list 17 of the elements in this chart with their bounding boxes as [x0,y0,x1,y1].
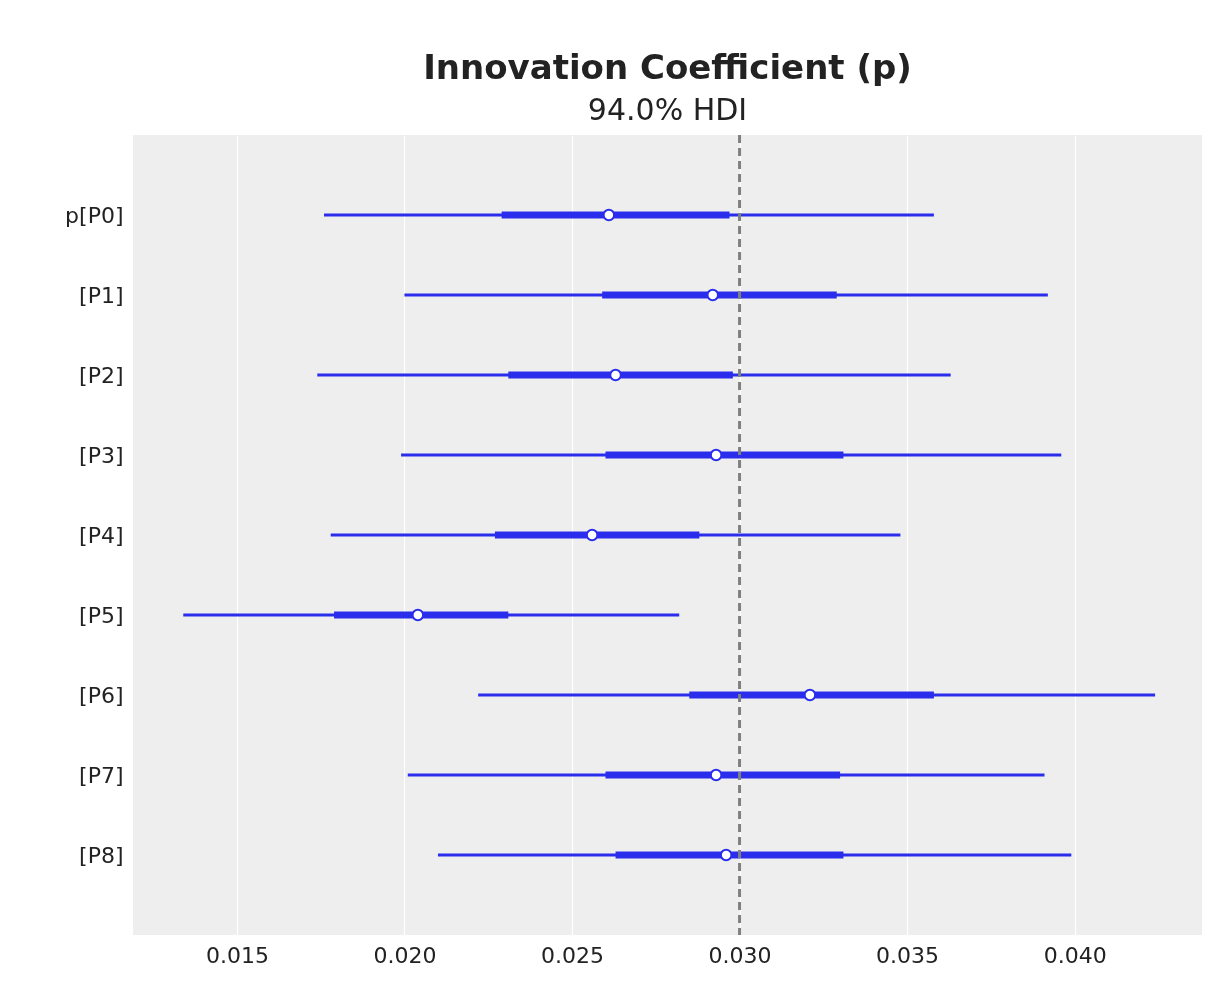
y-tick-label: [P4] [79,522,124,548]
y-tick-label: [P2] [79,362,124,388]
y-tick-label: [P1] [79,282,124,308]
chart-subtitle: 94.0% HDI [587,91,748,127]
x-tick-label: 0.020 [373,942,437,968]
y-tick-label: [P3] [79,442,124,468]
chart-title: Innovation Coefficient (p) [423,46,912,87]
x-tick-label: 0.015 [205,942,269,968]
y-tick-label: p[P0] [65,202,124,228]
y-tick-label: [P6] [79,682,124,708]
y-tick-label: [P5] [79,602,124,628]
x-tick-label: 0.025 [541,942,604,968]
x-tick-label: 0.040 [1043,942,1107,968]
x-tick-label: 0.030 [708,942,772,968]
y-tick-label: [P8] [79,842,124,868]
y-tick-label: [P7] [79,762,124,788]
x-tick-label: 0.035 [876,942,940,968]
